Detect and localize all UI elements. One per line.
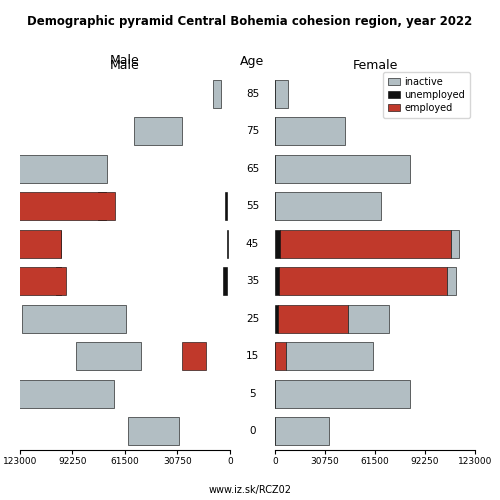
Bar [275, 417, 328, 446]
Bar [0, 230, 61, 258]
Bar [0, 267, 66, 296]
Text: 35: 35 [246, 276, 259, 286]
Text: 65: 65 [246, 164, 259, 174]
Bar [182, 342, 206, 370]
Bar [275, 117, 345, 145]
Bar [275, 267, 279, 296]
Text: 75: 75 [246, 126, 259, 136]
Bar [275, 80, 288, 108]
Text: 25: 25 [246, 314, 259, 324]
Bar [223, 267, 226, 296]
Text: 55: 55 [246, 201, 259, 211]
Legend: inactive, unemployed, employed: inactive, unemployed, employed [383, 72, 470, 118]
Bar [275, 192, 380, 220]
Bar [213, 80, 222, 108]
Text: 0: 0 [249, 426, 256, 436]
Text: www.iz.sk/RCZ02: www.iz.sk/RCZ02 [208, 485, 292, 495]
Bar [275, 154, 410, 183]
Bar [446, 267, 456, 296]
Title: Male: Male [110, 60, 140, 72]
Bar [275, 380, 410, 408]
Bar [280, 230, 450, 258]
Bar [278, 304, 348, 333]
Bar [226, 230, 228, 258]
Bar [450, 230, 458, 258]
Bar [2, 192, 115, 220]
Bar [225, 192, 228, 220]
Bar [348, 304, 389, 333]
Bar [286, 342, 372, 370]
Bar [275, 304, 278, 333]
Bar [0, 380, 114, 408]
Bar [134, 117, 182, 145]
Text: 85: 85 [246, 89, 259, 99]
Bar [279, 267, 446, 296]
Bar [22, 304, 126, 333]
Text: 5: 5 [249, 389, 256, 399]
Text: 45: 45 [246, 239, 259, 248]
Text: Male: Male [110, 54, 140, 68]
Text: 15: 15 [246, 351, 259, 361]
Title: Female: Female [352, 60, 398, 72]
Text: Demographic pyramid Central Bohemia cohesion region, year 2022: Demographic pyramid Central Bohemia cohe… [28, 15, 472, 28]
Bar [76, 342, 141, 370]
Bar [275, 230, 280, 258]
Bar [98, 192, 106, 220]
Bar [56, 267, 61, 296]
Bar [128, 417, 179, 446]
Bar [275, 342, 286, 370]
Bar [0, 154, 107, 183]
Text: Age: Age [240, 54, 264, 68]
